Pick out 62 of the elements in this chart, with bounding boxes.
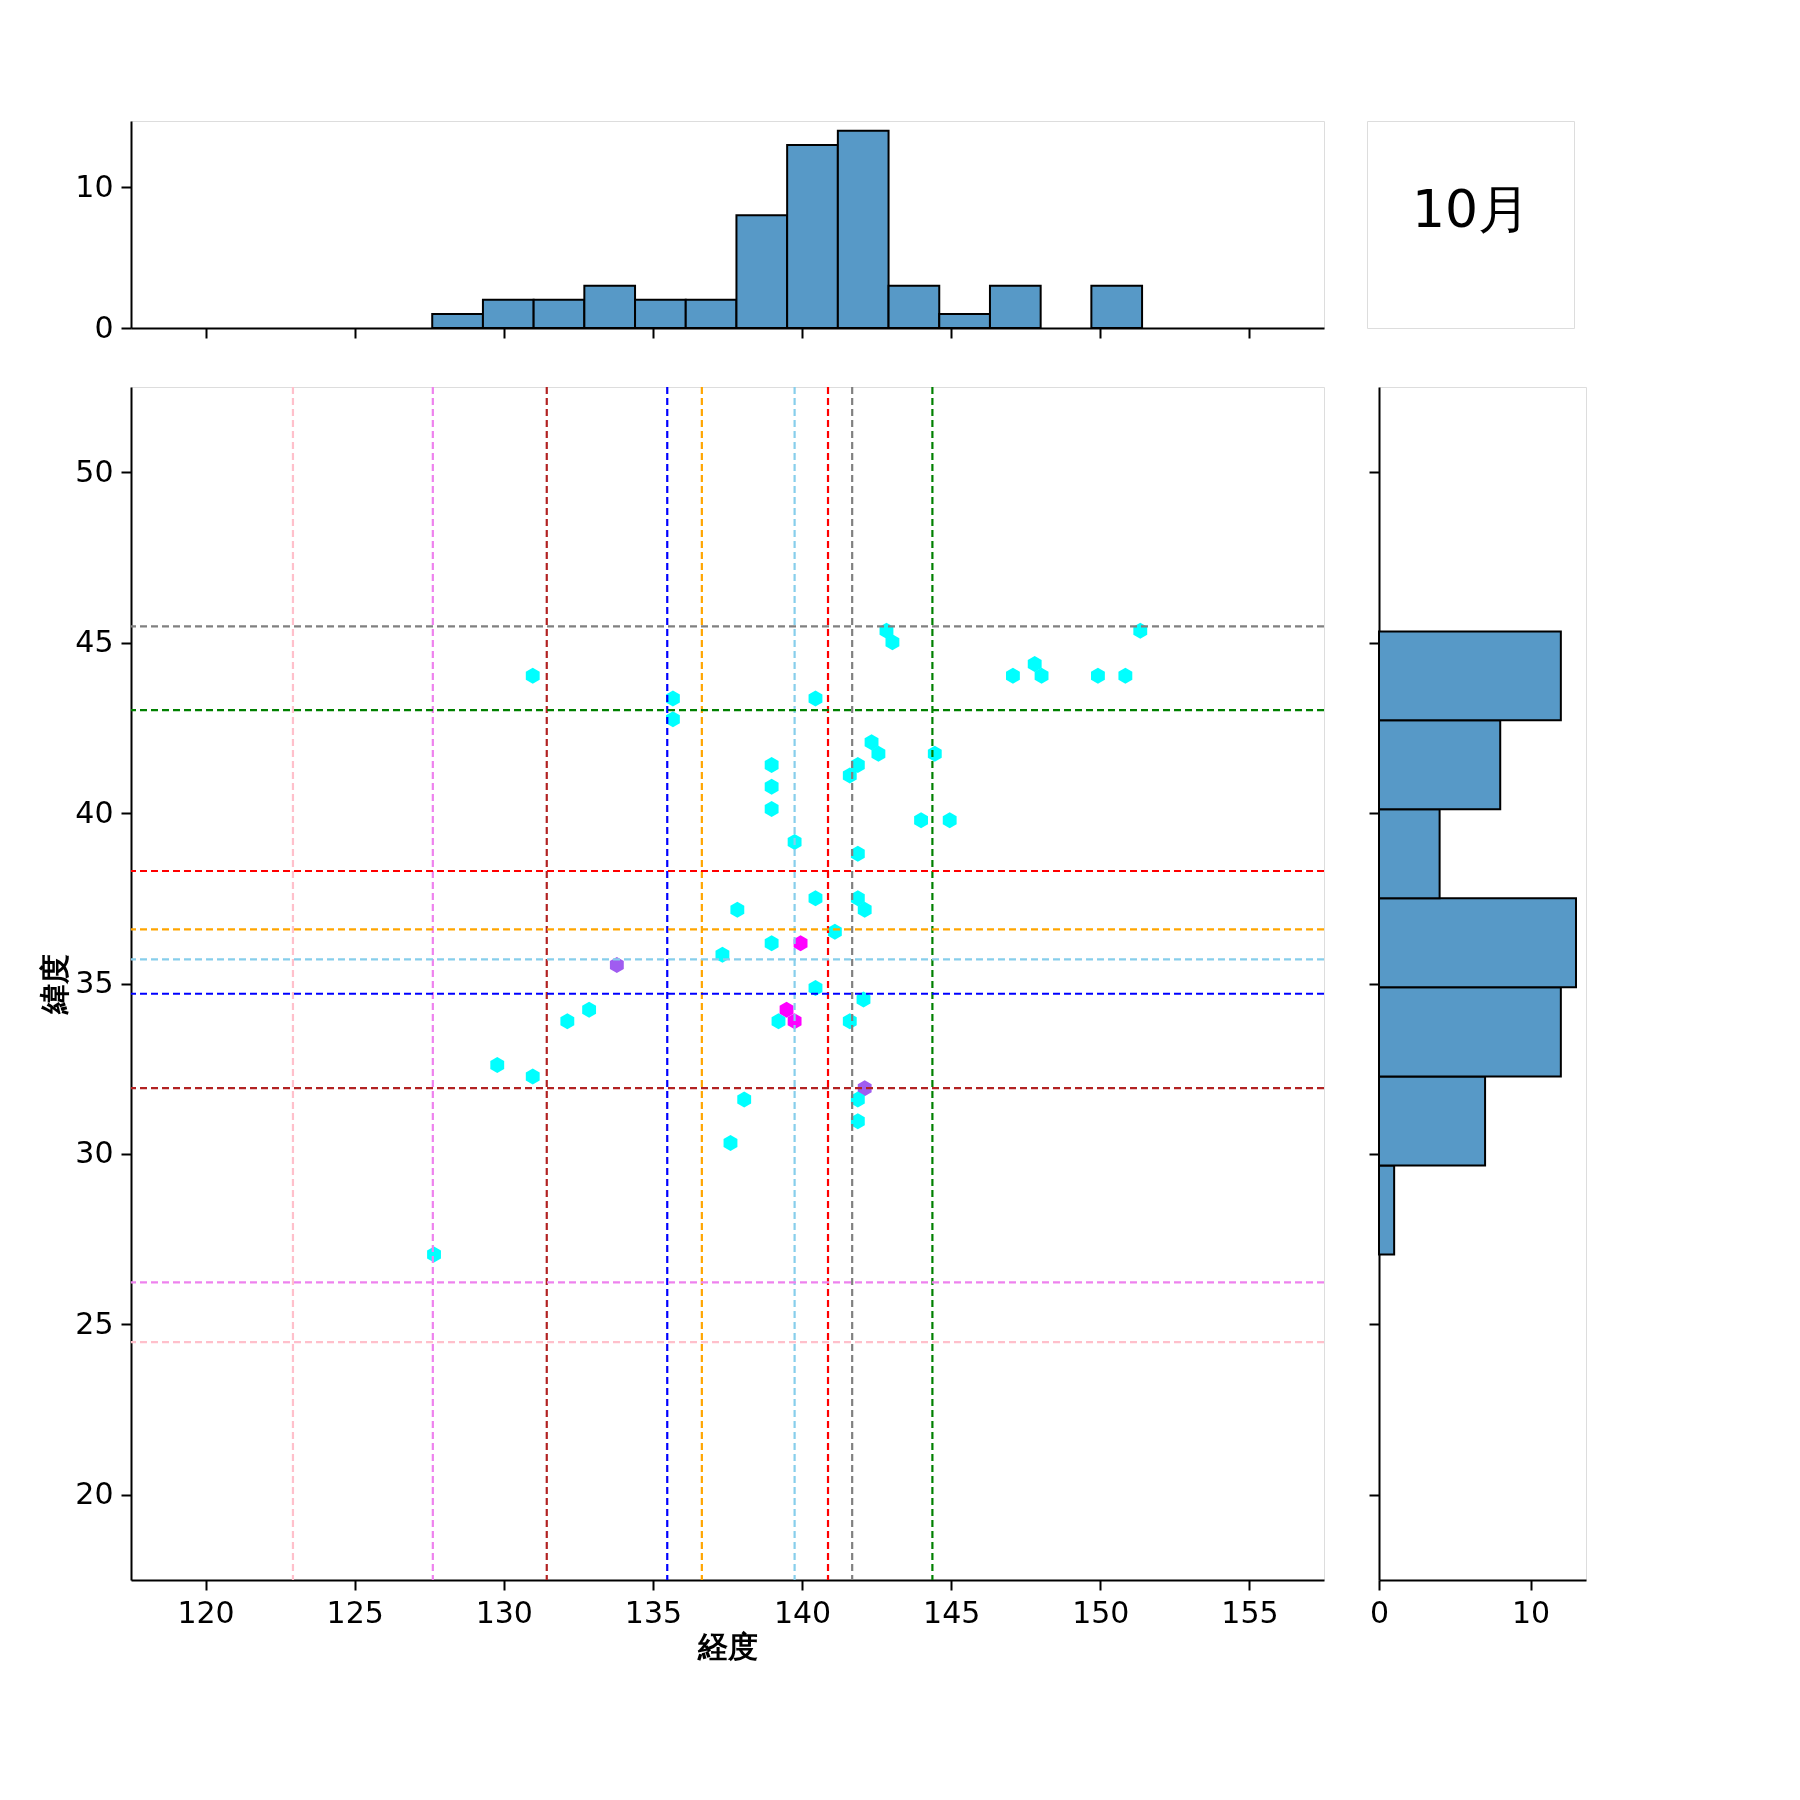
x-axis-title: 経度 [697,1628,758,1664]
point [771,1013,786,1030]
text: 10月 [1412,179,1531,239]
point [665,690,680,707]
y-tick-label: 50 [75,453,114,489]
point [850,890,865,907]
point [764,800,779,817]
x-tick-label: 125 [326,1594,384,1630]
point [1027,656,1042,673]
point [1091,667,1105,684]
y-tick-label: 10 [75,168,114,204]
point [942,812,957,829]
point [764,778,779,795]
point [582,1001,597,1018]
point [737,1091,752,1108]
point [808,890,823,907]
point [560,1013,575,1030]
y-tick-label: 20 [75,1476,114,1512]
point [787,834,802,851]
y-axis-title: 緯度 [37,954,73,1015]
x-tick-label: 135 [624,1594,683,1630]
point [850,1113,865,1130]
point [490,1056,505,1073]
point [1118,667,1133,684]
y-tick-label: 35 [75,965,114,1000]
point [856,991,871,1008]
x-tick-label: 130 [475,1594,533,1630]
point [1034,667,1049,684]
point [609,957,624,974]
point [525,1068,540,1085]
point [793,935,808,952]
point [850,1091,865,1108]
point [1133,622,1148,639]
x-tick-label: 0 [1369,1594,1390,1630]
point [850,845,865,862]
point [665,711,680,728]
point [808,690,823,707]
point [730,901,745,918]
point [764,757,779,774]
y-tick-label: 0 [94,309,114,345]
point [842,767,857,784]
point [764,935,779,952]
x-tick-label: 140 [773,1594,832,1630]
x-tick-label: 145 [923,1594,981,1630]
x-tick-label: 150 [1072,1594,1130,1630]
point [914,812,928,829]
point [857,901,872,918]
point [885,634,900,651]
point [864,734,879,751]
point [525,667,540,684]
point [927,745,942,762]
y-tick-label: 30 [75,1135,114,1171]
y-tick-label: 25 [75,1305,114,1341]
point [871,745,886,762]
x-tick-label: 10 [1511,1594,1551,1630]
y-tick-label: 45 [75,624,114,660]
x-tick-label: 120 [177,1594,235,1630]
x-tick-label: 155 [1221,1594,1279,1630]
point [723,1135,738,1152]
y-tick-label: 40 [75,794,114,830]
point [779,1001,794,1018]
point [1006,667,1020,684]
